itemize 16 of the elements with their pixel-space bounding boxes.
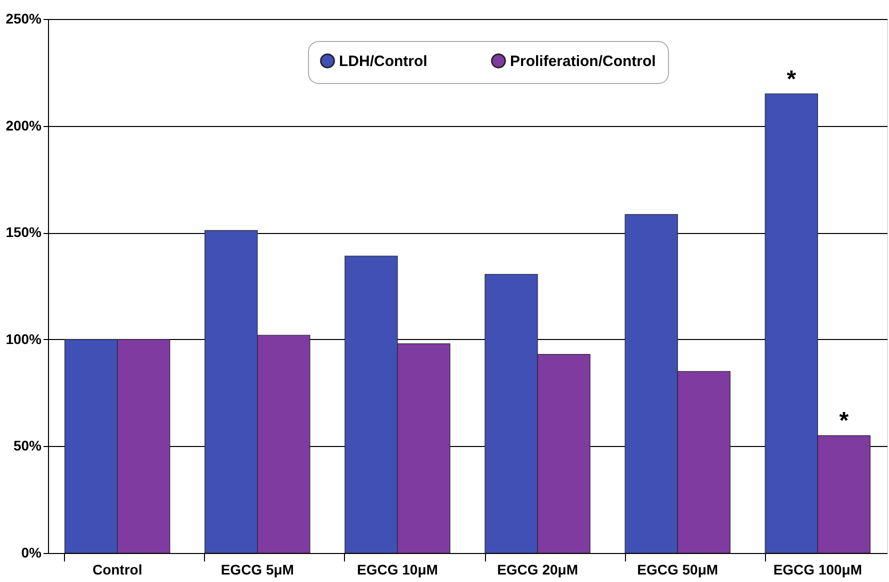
x-tick-label: EGCG 20μM (497, 562, 578, 578)
annotation: * (839, 408, 850, 435)
y-tick-label: 200% (6, 117, 42, 134)
annotation: * (786, 66, 797, 93)
x-tick-label: Control (92, 562, 142, 578)
legend-label: LDH/Control (339, 52, 428, 70)
x-tick-label: EGCG 10μM (357, 562, 438, 578)
y-tick-label: 150% (6, 224, 42, 240)
x-tick-label: EGCG 50μM (637, 562, 718, 578)
y-tick-label: 0% (21, 544, 42, 560)
x-tick-label: EGCG 100μM (773, 562, 862, 578)
y-tick-label: 100% (6, 330, 42, 347)
y-tick-label: 250% (6, 10, 42, 26)
y-tick-label: 50% (13, 438, 42, 454)
x-tick-label: EGCG 5μM (220, 562, 294, 578)
legend-label: Proliferation/Control (510, 52, 656, 70)
